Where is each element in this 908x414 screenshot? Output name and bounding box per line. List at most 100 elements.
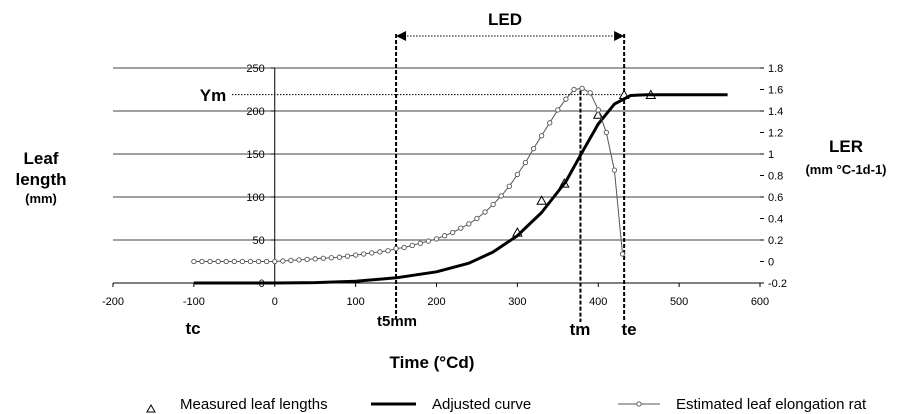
y-right-tick-label: 0.6 <box>768 192 783 204</box>
y-right-tick-label: 0 <box>768 257 774 269</box>
elongation-rate-point <box>304 256 310 262</box>
elongation-rate-point <box>312 256 318 262</box>
elongation-rate-point <box>231 258 237 265</box>
elongation-rate-point <box>425 238 432 244</box>
tm-label: tm <box>570 320 591 339</box>
elongation-rate-point <box>369 250 375 256</box>
x-tick-label: 600 <box>751 296 769 308</box>
y-right-tick-label: 1.6 <box>768 85 783 97</box>
elongation-rate-point <box>191 258 197 265</box>
te-label: te <box>621 320 636 339</box>
y-right-label-line1: LER <box>829 137 863 156</box>
led-label: LED <box>488 10 522 29</box>
legend: Measured leaf lengths Adjusted curve Est… <box>146 396 867 413</box>
y-left-label-line2: length <box>16 170 67 189</box>
y-right-tick-label: 1 <box>768 149 774 161</box>
y-left-tick-label: 250 <box>246 63 264 75</box>
elongation-rate-point <box>538 133 545 139</box>
elongation-rate-point <box>506 183 512 189</box>
elongation-rate-point <box>490 201 496 208</box>
x-tick-label: 300 <box>508 296 526 308</box>
x-tick-label: -200 <box>102 296 124 308</box>
elongation-rate-point <box>587 90 593 96</box>
adjusted-curve-line <box>193 93 728 285</box>
x-axis-label: Time (°Cd) <box>390 353 475 372</box>
elongation-rate-point <box>522 159 529 166</box>
elongation-rate-point <box>530 145 537 152</box>
elongation-rate-point <box>223 258 229 265</box>
elongation-rate-point <box>264 258 270 265</box>
y-right-tick-label: 0.4 <box>768 214 783 226</box>
elongation-rate-point <box>595 107 601 113</box>
elongation-rate-point <box>450 229 456 236</box>
elongation-rate-point <box>385 248 391 254</box>
y-left-tick-label: 50 <box>253 235 265 247</box>
chart-labels: Leaf length (mm) LER (mm °C-1d-1) Time (… <box>16 10 887 372</box>
legend-measured-label: Measured leaf lengths <box>180 396 328 413</box>
elongation-rate-point <box>433 236 440 242</box>
elongation-rate-point <box>571 86 577 93</box>
grid-lines <box>113 67 760 241</box>
x-tick-label: 400 <box>589 296 607 308</box>
elongation-rate-point <box>255 258 262 265</box>
y-right-label-line2: (mm °C-1d-1) <box>805 162 886 177</box>
y-left-label-line1: Leaf <box>24 149 59 168</box>
elongation-rate-point <box>288 257 294 264</box>
elongation-rate-point <box>361 251 367 257</box>
elongation-rate-point <box>611 167 618 173</box>
x-tick-label: -100 <box>183 296 205 308</box>
elongation-rate-point <box>482 209 488 215</box>
y-right-tick-label: 0.8 <box>768 171 783 183</box>
series <box>191 85 728 285</box>
t5mm-label: t5mm <box>377 313 417 330</box>
y-right-tick-label: 1.2 <box>768 128 783 140</box>
y-right-tick-label: -0.2 <box>768 278 787 290</box>
elongation-rate-point <box>280 258 286 264</box>
elongation-rate-point <box>393 245 399 252</box>
legend-adjusted-label: Adjusted curve <box>432 396 531 413</box>
x-tick-label: 100 <box>346 296 364 308</box>
elongation-rate-point <box>296 257 302 263</box>
elongation-rate-point <box>336 254 343 260</box>
elongation-rate-point <box>458 225 464 231</box>
elongation-rate-point <box>547 120 553 126</box>
elongation-rate-point <box>239 258 246 265</box>
elongation-rate-point <box>466 221 472 227</box>
x-tick-label: 0 <box>272 296 278 308</box>
elongation-rate-point <box>409 242 415 249</box>
y-right-tick-label: 1.4 <box>768 106 783 118</box>
elongation-rate-point <box>417 240 423 246</box>
elongation-rate-point <box>555 107 561 113</box>
y-right-tick-labels: -0.2 0 0.2 0.4 0.6 0.8 1 1.2 1.4 1.6 1.8 <box>760 63 787 290</box>
led-arrow-head-right <box>614 31 625 41</box>
y-left-label-line3: (mm) <box>25 191 57 206</box>
y-left-tick-label: 200 <box>246 106 264 118</box>
elongation-rate-point <box>603 129 609 136</box>
legend-elongation-label: Estimated leaf elongation rat <box>676 396 867 413</box>
elongation-rate-point <box>272 258 278 265</box>
x-tick-label: 500 <box>670 296 688 308</box>
elongation-rate-point <box>328 255 335 261</box>
y-right-tick-label: 0.2 <box>768 235 783 247</box>
elongation-rate-point <box>247 258 254 265</box>
elongation-rate-point <box>474 215 480 222</box>
tc-label: tc <box>185 319 200 338</box>
y-left-tick-label: 150 <box>246 149 264 161</box>
elongation-rate-point <box>498 193 504 199</box>
ym-label: Ym <box>200 86 226 105</box>
elongation-rate-point <box>441 233 448 239</box>
elongation-rate-point <box>401 244 407 251</box>
legend-triangle-icon <box>146 403 156 413</box>
elongation-rate-point <box>207 258 213 265</box>
elongation-rate-point <box>215 258 221 265</box>
elongation-rate-point <box>344 253 351 259</box>
reference-lines <box>232 31 626 322</box>
elongation-rate-point <box>199 258 205 265</box>
led-arrow-head-left <box>396 31 407 41</box>
elongation-rate-point <box>563 96 569 102</box>
x-tick-label: 200 <box>427 296 445 308</box>
elongation-rate-point <box>514 171 521 178</box>
x-tick-labels: -200 -100 0 100 200 300 400 500 600 <box>102 283 769 308</box>
